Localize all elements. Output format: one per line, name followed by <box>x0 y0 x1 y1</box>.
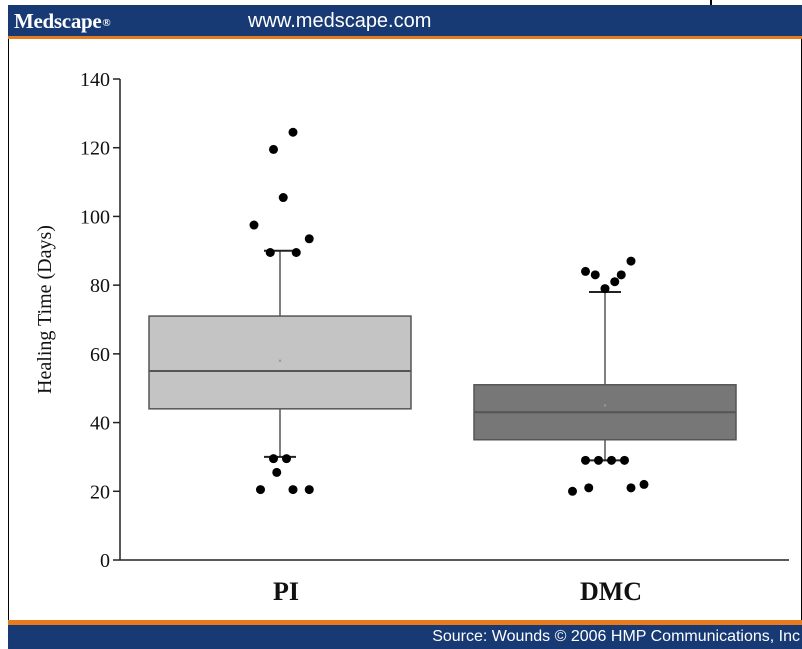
pi-outlier-point-5 <box>282 454 291 464</box>
pi-outlier-point-7 <box>291 248 301 258</box>
chart-frame: 0 20 40 60 80 100 120 140 Healing Time (Days) PI D… <box>8 39 802 620</box>
x-category-label-dmc: DMC <box>580 577 642 606</box>
footer-bar: Source: Wounds © 2006 HMP Communications… <box>8 620 802 649</box>
y-tick-label-0: 0 <box>100 550 110 572</box>
pi-outlier-point-4 <box>269 454 278 464</box>
pi-outlier-point-3 <box>272 467 282 477</box>
pi-outlier-point-6 <box>265 248 275 258</box>
dmc-outlier-point-1 <box>584 483 594 493</box>
pi-outlier-point-1 <box>288 485 298 495</box>
dmc-outlier-point-13 <box>626 256 636 266</box>
pi-outlier-point-2 <box>304 485 314 495</box>
medscape-logo[interactable]: Medscape® <box>14 9 111 34</box>
y-tick-label-80: 80 <box>90 275 110 297</box>
y-tick-label-140: 140 <box>80 69 110 91</box>
dmc-outlier-point-8 <box>600 284 610 294</box>
dmc-outlier-point-11 <box>581 266 590 276</box>
dmc-outlier-point-3 <box>639 479 649 489</box>
dmc-outlier-point-9 <box>610 277 620 287</box>
y-tick-label-20: 20 <box>90 481 110 503</box>
pi-outlier-point-11 <box>269 144 278 154</box>
pi-outlier-point-12 <box>288 127 298 137</box>
y-axis-title: Healing Time (Days) <box>34 225 56 394</box>
dmc-outlier-point-7 <box>620 455 629 465</box>
dmc-outlier-point-6 <box>607 455 616 465</box>
source-credit: Source: Wounds © 2006 HMP Communications… <box>432 628 800 645</box>
y-tick-label-120: 120 <box>80 138 110 160</box>
stray-tick-mark <box>710 0 712 5</box>
brand-name: Medscape <box>14 9 102 33</box>
pi-outlier-point-8 <box>304 234 314 244</box>
site-url[interactable]: www.medscape.com <box>248 10 432 32</box>
pi-outlier-point-9 <box>249 220 259 230</box>
dmc-outlier-point-5 <box>594 455 603 465</box>
pi-mean-marker <box>278 359 282 362</box>
header-bar: Medscape® www.medscape.com <box>8 5 802 39</box>
dmc-outlier-point-12 <box>616 270 626 280</box>
dmc-outlier-point-0 <box>568 486 577 496</box>
pi-outlier-point-10 <box>278 193 288 203</box>
y-tick-label-100: 100 <box>80 206 110 228</box>
registered-mark: ® <box>102 17 111 30</box>
dmc-mean-marker <box>603 404 607 407</box>
dmc-outlier-point-4 <box>581 455 590 465</box>
box-plot-chart: 0 20 40 60 80 100 120 140 Healing Time (Days) PI D… <box>34 69 789 606</box>
pi-outlier-point-0 <box>256 485 265 495</box>
dmc-outlier-point-10 <box>590 270 600 280</box>
y-tick-label-60: 60 <box>90 344 110 366</box>
pi-box <box>148 315 412 410</box>
dmc-outlier-point-2 <box>626 483 636 493</box>
y-tick-label-40: 40 <box>90 413 110 435</box>
x-category-label-pi: PI <box>273 577 299 606</box>
